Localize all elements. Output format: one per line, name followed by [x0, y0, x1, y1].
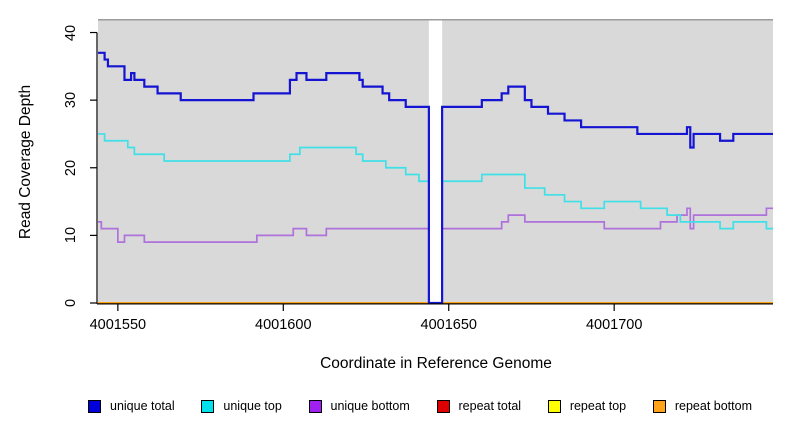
- x-axis-title: Coordinate in Reference Genome: [320, 355, 552, 372]
- legend-swatch-repeat-top: [547, 399, 561, 413]
- legend-label-repeat-total: repeat total: [458, 399, 522, 413]
- x-tick-label: 4001600: [255, 317, 312, 333]
- legend-label-unique-total: unique total: [110, 399, 175, 413]
- legend-swatch-repeat-total: [436, 399, 450, 413]
- y-tick-label: 30: [63, 92, 79, 109]
- legend-label-unique-top: unique top: [223, 399, 282, 413]
- series-line-unique-bottom: [98, 207, 773, 304]
- x-tick-label: 4001700: [585, 317, 643, 333]
- x-tick-label: 4001650: [420, 317, 477, 333]
- y-tick-label: 10: [63, 227, 79, 244]
- legend-item-repeat-bottom: repeat bottom: [652, 399, 752, 413]
- x-tick-label: 4001550: [89, 317, 147, 333]
- legend-item-repeat-total: repeat total: [436, 399, 522, 413]
- legend-label-repeat-bottom: repeat bottom: [674, 399, 752, 413]
- chart-legend: unique total unique top unique bottom repea…: [88, 399, 752, 413]
- y-tick-label: 40: [63, 24, 79, 41]
- legend-swatch-unique-total: [88, 399, 101, 413]
- legend-item-unique-total: unique total: [88, 399, 175, 413]
- y-tick-label: 20: [63, 159, 79, 176]
- legend-item-unique-top: unique top: [201, 399, 282, 413]
- y-axis-title: Read Coverage Depth: [17, 84, 34, 240]
- legend-label-unique-bottom: unique bottom: [330, 399, 410, 413]
- legend-swatch-unique-top: [201, 399, 215, 413]
- legend-swatch-repeat-bottom: [652, 399, 666, 413]
- legend-item-unique-bottom: unique bottom: [308, 399, 410, 413]
- y-tick-label: 0: [63, 298, 79, 308]
- gap-band: [428, 20, 443, 303]
- legend-item-repeat-top: repeat top: [547, 399, 627, 413]
- legend-label-repeat-top: repeat top: [569, 399, 627, 413]
- series-line-unique-total: [98, 51, 773, 305]
- legend-swatch-unique-bottom: [308, 399, 322, 413]
